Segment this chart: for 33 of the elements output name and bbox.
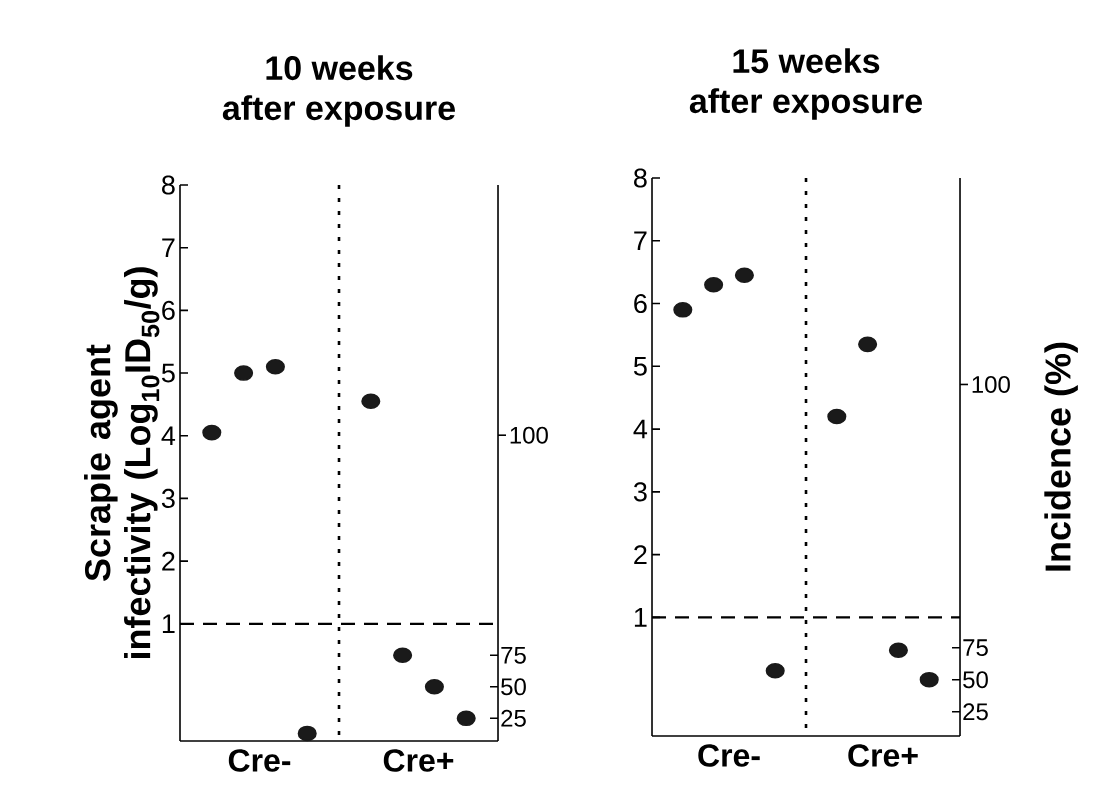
y-tick-label: 5 (161, 363, 175, 383)
chart-title: 10 weeks (266, 55, 413, 81)
y2-tick-label: 25 (501, 709, 526, 727)
text: 100 (972, 375, 1010, 393)
text: 100 (510, 426, 548, 444)
y2-tick-label: 25 (963, 703, 988, 721)
y-tick-label: 5 (633, 356, 647, 376)
x-tick-label: Cre+ (383, 749, 454, 772)
y-tick-label: 3 (633, 482, 647, 502)
y-tick-label: 2 (162, 551, 175, 571)
y-tick-label: 8 (162, 175, 175, 195)
y-tick-label: 4 (161, 426, 176, 446)
y-tick-label: 4 (633, 419, 648, 439)
chart-subtitle: after exposure (222, 95, 455, 127)
y-tick-label: 6 (162, 300, 175, 320)
y-tick-label: 1 (634, 608, 647, 627)
y2-tick-label: 50 (501, 678, 526, 696)
y-tick-label: 7 (162, 238, 175, 257)
y2-tick-label: 75 (501, 646, 526, 664)
y-tick-label: 8 (634, 168, 647, 188)
x-tick-label: Cre+ (848, 744, 918, 767)
y-tick-label: 6 (634, 293, 647, 314)
chart-subtitle: after exposure (689, 88, 922, 120)
y2-tick-label: 75 (963, 639, 988, 657)
x-tick-label: Cre- (228, 749, 291, 772)
chart-title: 15 weeks (733, 48, 880, 74)
y2-tick-label: 50 (963, 671, 988, 689)
y2-axis-title: Incidence (%) (1044, 342, 1078, 571)
y-tick-label: 7 (634, 231, 647, 251)
y-tick-label: 3 (161, 488, 175, 508)
y-tick-label: 2 (634, 545, 647, 565)
x-tick-label: Cre- (698, 744, 760, 767)
y-tick-label: 1 (162, 614, 175, 634)
